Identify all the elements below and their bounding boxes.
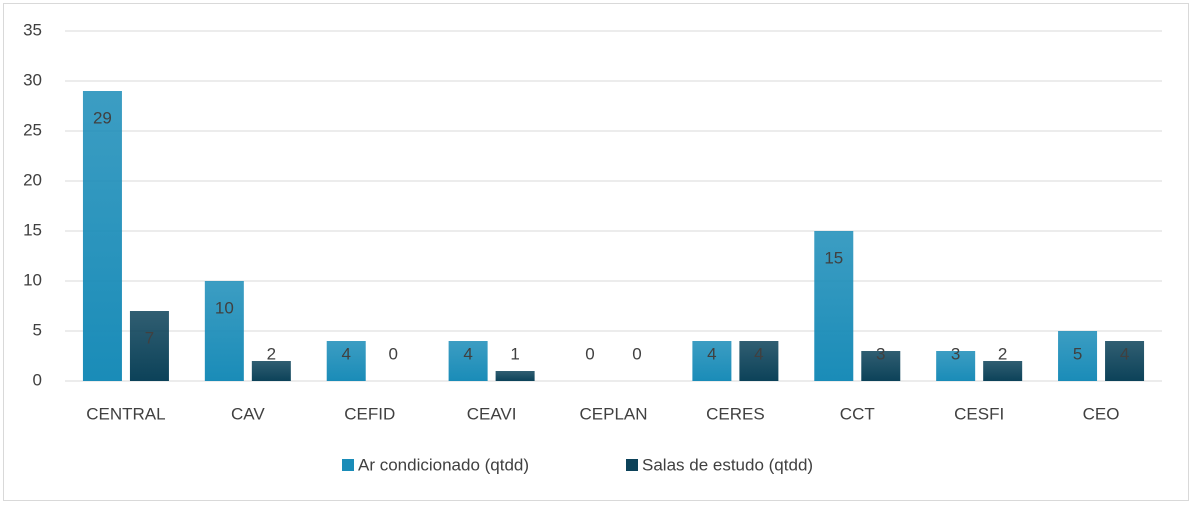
x-tick-label: CEPLAN — [579, 404, 647, 423]
x-tick-label: CCT — [840, 404, 875, 423]
bar — [448, 341, 488, 381]
data-label: 7 — [145, 328, 154, 347]
data-label: 4 — [707, 344, 716, 363]
data-label: 4 — [754, 344, 763, 363]
bar — [129, 311, 169, 381]
data-label: 2 — [267, 344, 276, 363]
bar — [692, 341, 732, 381]
y-tick-label: 25 — [23, 120, 42, 139]
data-label: 0 — [388, 344, 397, 363]
data-label: 15 — [824, 248, 843, 267]
bar — [251, 361, 291, 381]
bar — [814, 231, 854, 381]
bar — [82, 91, 122, 381]
bar — [326, 341, 366, 381]
bar — [1105, 341, 1145, 381]
data-label: 4 — [463, 344, 472, 363]
data-label: 29 — [93, 108, 112, 127]
bar — [936, 351, 976, 381]
data-label: 0 — [585, 344, 594, 363]
legend-swatch — [626, 459, 638, 471]
x-tick-label: CEFID — [344, 404, 395, 423]
data-label: 2 — [998, 344, 1007, 363]
bar — [983, 361, 1023, 381]
x-tick-label: CENTRAL — [86, 404, 165, 423]
bar — [204, 281, 244, 381]
chart-border — [3, 3, 1189, 501]
legend-label: Salas de estudo (qtdd) — [642, 455, 813, 474]
legend-swatch — [342, 459, 354, 471]
y-tick-label: 0 — [33, 370, 42, 389]
x-tick-label: CESFI — [954, 404, 1004, 423]
x-tick-label: CAV — [231, 404, 265, 423]
bar — [739, 341, 779, 381]
y-tick-label: 20 — [23, 170, 42, 189]
data-label: 0 — [632, 344, 641, 363]
bar — [1058, 331, 1098, 381]
x-tick-label: CEAVI — [467, 404, 517, 423]
data-label: 3 — [876, 344, 885, 363]
bar — [495, 371, 535, 381]
y-tick-label: 30 — [23, 70, 42, 89]
data-label: 4 — [1120, 344, 1129, 363]
y-tick-label: 10 — [23, 270, 42, 289]
data-label: 1 — [510, 344, 519, 363]
bar — [861, 351, 901, 381]
x-tick-label: CERES — [706, 404, 765, 423]
y-tick-label: 5 — [33, 320, 42, 339]
y-tick-label: 15 — [23, 220, 42, 239]
data-label: 5 — [1073, 344, 1082, 363]
data-label: 4 — [341, 344, 350, 363]
legend-label: Ar condicionado (qtdd) — [358, 455, 529, 474]
data-label: 3 — [951, 344, 960, 363]
x-tick-label: CEO — [1083, 404, 1120, 423]
y-tick-label: 35 — [23, 20, 42, 39]
data-label: 10 — [215, 298, 234, 317]
